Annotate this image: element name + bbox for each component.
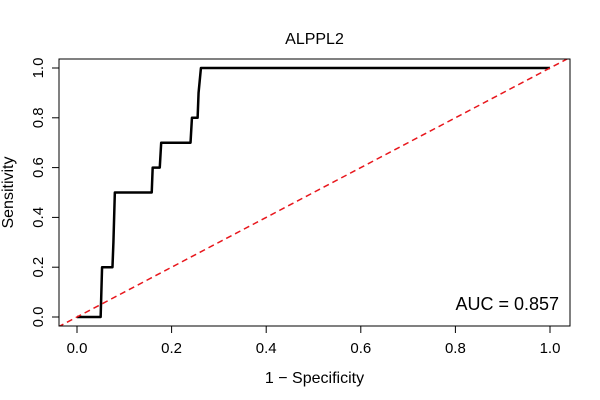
y-tick-label: 1.0 (30, 58, 47, 79)
roc-curve-line (77, 66, 550, 319)
x-tick-label: 0.6 (350, 340, 371, 357)
x-axis-title: 1 − Specificity (265, 370, 364, 387)
series-layer (59, 59, 569, 326)
y-tick-label: 0.2 (30, 257, 47, 278)
chart-title: ALPPL2 (285, 31, 344, 48)
y-tick-label: 0.6 (30, 157, 47, 178)
y-axis-title: Sensitivity (0, 156, 17, 228)
y-tick-label: 0.0 (30, 307, 47, 328)
x-tick-label: 0.2 (161, 340, 182, 357)
x-tick-label: 0.0 (67, 340, 88, 357)
reference-diagonal-line (59, 59, 569, 326)
auc-annotation: AUC = 0.857 (455, 294, 559, 314)
y-axis: 0.0 0.2 0.4 0.6 0.8 1.0 (30, 58, 60, 328)
x-tick-label: 1.0 (540, 340, 561, 357)
x-axis: 0.0 0.2 0.4 0.6 0.8 1.0 (67, 325, 561, 357)
y-tick-label: 0.8 (30, 107, 47, 128)
y-tick-label: 0.4 (30, 207, 47, 228)
x-tick-label: 0.4 (256, 340, 277, 357)
x-tick-label: 0.8 (445, 340, 466, 357)
